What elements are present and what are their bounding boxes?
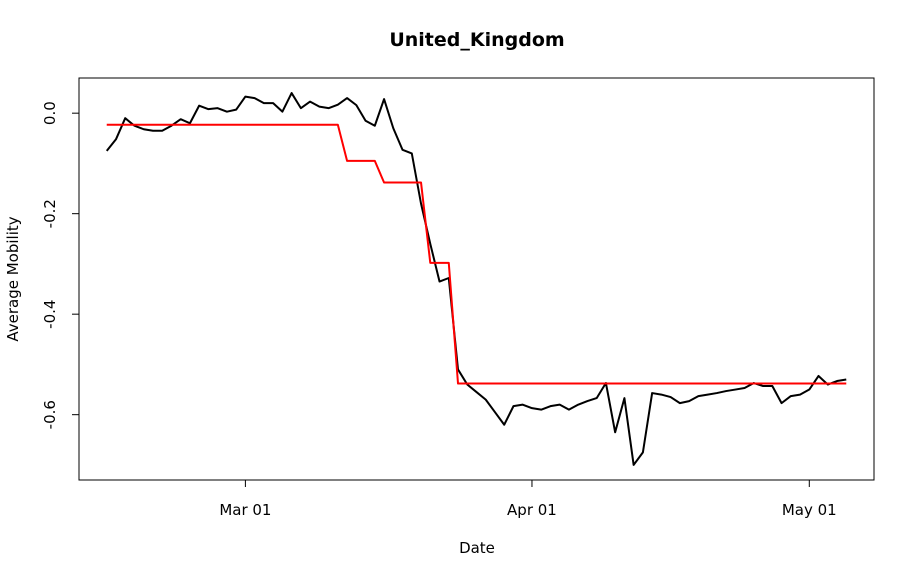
x-tick-label: Mar 01 <box>219 501 271 519</box>
y-tick-label: -0.2 <box>41 199 59 228</box>
x-axis: Mar 01 Apr 01 May 01 <box>219 480 837 519</box>
y-tick-label: -0.6 <box>41 400 59 429</box>
plot-frame <box>78 77 875 481</box>
series-layer <box>105 92 847 466</box>
x-tick-label: May 01 <box>782 501 837 519</box>
x-tick-label: Apr 01 <box>507 501 557 519</box>
chart-title: United_Kingdom <box>389 29 564 51</box>
mobility-series-line <box>105 92 847 466</box>
step-fit-series-line <box>106 123 847 385</box>
y-axis: 0.0 -0.2 -0.4 -0.6 <box>41 101 79 429</box>
y-axis-label: Average Mobility <box>4 216 22 341</box>
x-axis-label: Date <box>459 539 495 557</box>
y-tick-label: 0.0 <box>41 101 59 125</box>
y-tick-label: -0.4 <box>41 300 59 329</box>
